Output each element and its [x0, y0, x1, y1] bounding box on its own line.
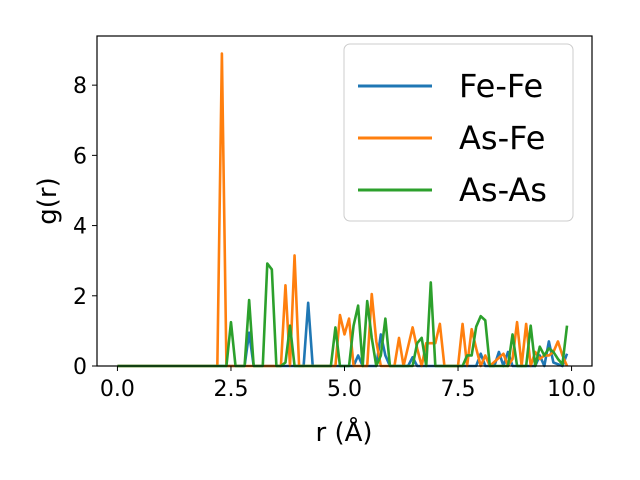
legend-box — [343, 43, 574, 222]
legend-label-fe-fe: Fe-Fe — [459, 67, 543, 105]
legend: Fe-Fe As-Fe As-As — [343, 43, 574, 222]
y-tick-label: 4 — [73, 215, 87, 240]
x-tick-label: 5.0 — [327, 377, 362, 402]
x-tick-label: 0.0 — [100, 377, 135, 402]
y-tick-label: 2 — [73, 285, 87, 310]
x-tick-label: 10.0 — [547, 377, 596, 402]
y-tick-label: 8 — [73, 74, 87, 99]
x-tick-label: 7.5 — [441, 377, 476, 402]
x-tick-label: 2.5 — [213, 377, 248, 402]
x-axis-ticks: 0.0 2.5 5.0 7.5 10.0 — [100, 366, 596, 402]
series-line-as-as — [117, 262, 569, 368]
y-tick-label: 0 — [73, 355, 87, 380]
legend-label-as-fe: As-Fe — [459, 119, 545, 157]
y-axis-ticks: 0 2 4 6 8 — [73, 74, 97, 380]
x-axis-label: r (Å) — [315, 416, 372, 448]
legend-label-as-as: As-As — [459, 171, 547, 209]
y-tick-label: 6 — [73, 144, 87, 169]
y-axis-label: g(r) — [33, 177, 63, 224]
